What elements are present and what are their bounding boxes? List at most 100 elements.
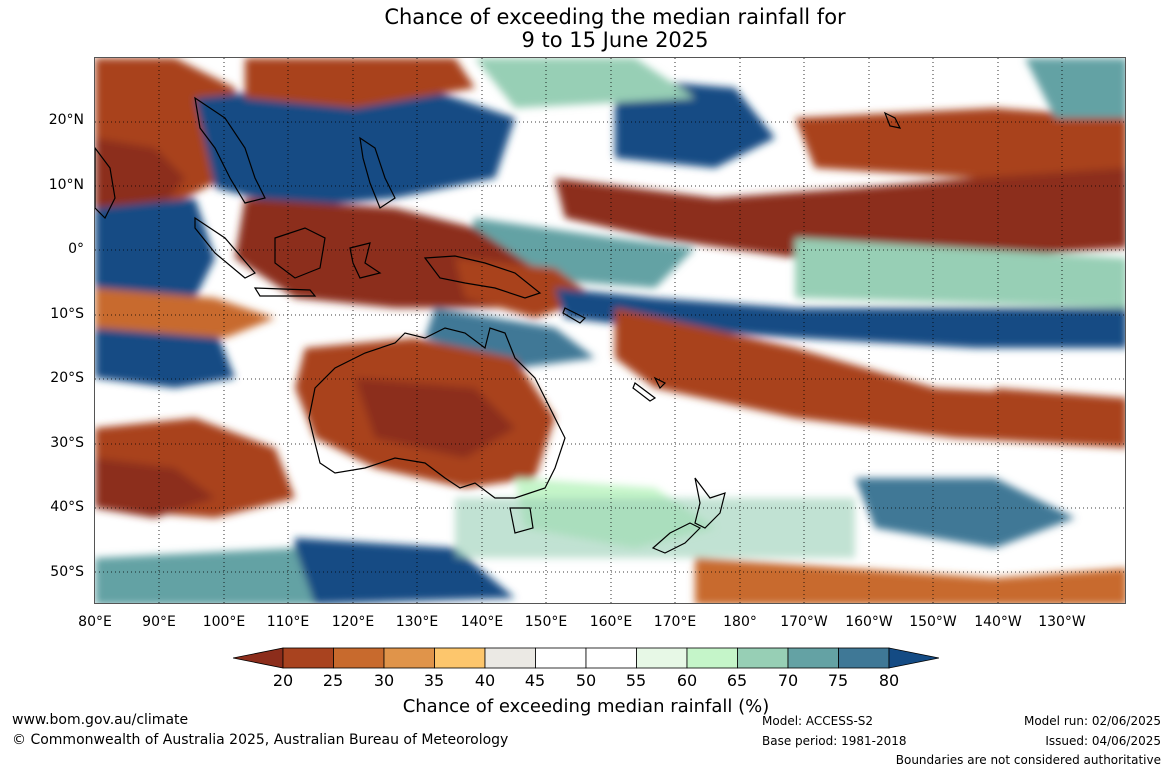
latitude-label-10s: 10°S: [50, 306, 84, 322]
region-north-pacific-green: [475, 58, 695, 108]
footer-disclaimer: Boundaries are not considered authoritat…: [895, 753, 1161, 767]
region-coral-sea-wet: [425, 308, 595, 368]
longitude-label-100e: 100°E: [202, 614, 246, 630]
longitude-label-160w: 160°W: [845, 614, 893, 630]
longitude-label-130w: 130°W: [1038, 614, 1086, 630]
longitude-label-130e: 130°E: [395, 614, 439, 630]
legend-label-75: 75: [827, 671, 849, 690]
sumatra-coastline: [194, 216, 256, 279]
latitude-label-20n: 20°N: [48, 112, 84, 128]
latitude-label-10n: 10°N: [48, 177, 84, 193]
longitude-label-120e: 120°E: [331, 614, 375, 630]
legend-extend-high: [888, 647, 939, 669]
longitude-label-140w: 140°W: [974, 614, 1022, 630]
legend-segment-8: [636, 647, 688, 669]
region-indian-ocean-dry: [95, 288, 275, 338]
legend-label-60: 60: [676, 671, 698, 690]
legend-segment-2: [333, 647, 385, 669]
legend-label-30: 30: [373, 671, 395, 690]
new-guinea-coastline: [423, 255, 542, 299]
philippines-coastline: [359, 136, 396, 209]
region-southern-green-belt: [455, 498, 855, 558]
region-northeast-green: [1025, 58, 1125, 118]
region-north-central-dry: [245, 58, 475, 108]
region-indian-ocean-wet: [95, 198, 215, 298]
map-title-line-2: 9 to 15 June 2025: [521, 28, 709, 52]
legend-segment-6: [535, 647, 587, 669]
legend-segment-7: [585, 647, 637, 669]
region-southern-ocean-blue: [95, 548, 315, 603]
longitude-label-150w: 150°W: [909, 614, 957, 630]
new-zealand-south-island: [651, 522, 702, 554]
legend-segment-4: [434, 647, 486, 669]
solomon-islands-coastline: [562, 307, 587, 324]
footer-issued: Issued: 04/06/2025: [1045, 734, 1161, 748]
footer-website: www.bom.gov.au/climate: [12, 712, 189, 728]
footer-model-run: Model run: 02/06/2025: [1023, 714, 1161, 728]
legend-label-45: 45: [524, 671, 546, 690]
latitude-label-20s: 20°S: [50, 370, 84, 386]
legend-segment-10: [737, 647, 789, 669]
latitude-label-40s: 40°S: [50, 499, 84, 515]
region-bay-of-bengal-dry: [95, 138, 185, 218]
legend-segment-3: [383, 647, 435, 669]
legend-color-segments: [233, 647, 939, 669]
footer-copyright: © Commonwealth of Australia 2025, Austra…: [12, 732, 509, 748]
tasmania-coastline: [509, 507, 534, 534]
region-southeast-dry: [695, 558, 1125, 603]
longitude-label-80e: 80°E: [78, 614, 112, 630]
legend-segment-12: [838, 647, 890, 669]
legend-segment-5: [484, 647, 536, 669]
region-australia-core-dry: [355, 378, 515, 458]
indochina-coastline: [194, 96, 266, 204]
legend-label-20: 20: [272, 671, 294, 690]
region-southern-ocean-east-wet: [855, 478, 1075, 548]
borneo-coastline: [274, 227, 326, 279]
legend-colorbar: [233, 647, 939, 669]
longitude-label-160e: 160°E: [589, 614, 633, 630]
rainfall-probability-map: [94, 57, 1126, 604]
latitude-label-50s: 50°S: [50, 564, 84, 580]
longitude-label-170e: 170°E: [653, 614, 697, 630]
map-canvas: [95, 58, 1125, 603]
legend-segment-11: [787, 647, 839, 669]
legend-label-50: 50: [575, 671, 597, 690]
sulawesi-coastline: [349, 242, 382, 279]
map-title-line-1: Chance of exceeding the median rainfall …: [384, 5, 846, 29]
longitude-label-150e: 150°E: [524, 614, 568, 630]
region-equatorial-east-green: [795, 238, 1125, 308]
legend-title: Chance of exceeding median rainfall (%): [402, 696, 770, 717]
region-south-china-sea-wet: [195, 78, 515, 208]
new-zealand-north-island: [694, 477, 726, 529]
legend-label-80: 80: [878, 671, 900, 690]
legend-label-35: 35: [423, 671, 445, 690]
legend-label-65: 65: [726, 671, 748, 690]
graticule: [95, 58, 1125, 603]
legend-extend-low: [233, 647, 284, 669]
region-central-pacific-dry-band: [555, 158, 1125, 258]
longitude-label-110e: 110°E: [266, 614, 310, 630]
region-southwest-core-dry: [95, 458, 215, 518]
legend-label-25: 25: [322, 671, 344, 690]
longitude-label-140e: 140°E: [460, 614, 504, 630]
region-maritime-continent-dry: [235, 198, 535, 308]
legend-segment-9: [686, 647, 738, 669]
coastlines: [95, 96, 902, 554]
legend-segment-1: [282, 647, 334, 669]
australia-coastline: [308, 327, 566, 499]
longitude-label-170w: 170°W: [780, 614, 828, 630]
java-coastline: [253, 287, 317, 297]
legend-label-55: 55: [625, 671, 647, 690]
india-coastline: [95, 147, 116, 220]
footer-base-period: Base period: 1981-2018: [762, 734, 907, 748]
latitude-label-0: 0°: [68, 241, 84, 257]
new-caledonia-coastline: [632, 382, 657, 402]
hawaii-coastline: [883, 111, 902, 129]
region-south-pacific-dry: [615, 308, 1125, 448]
region-south-pacific-wet-band: [555, 288, 1125, 348]
latitude-label-30s: 30°S: [50, 435, 84, 451]
footer-model: Model: ACCESS-S2: [762, 714, 874, 728]
legend-label-70: 70: [777, 671, 799, 690]
longitude-label-90e: 90°E: [142, 614, 176, 630]
legend-label-40: 40: [474, 671, 496, 690]
